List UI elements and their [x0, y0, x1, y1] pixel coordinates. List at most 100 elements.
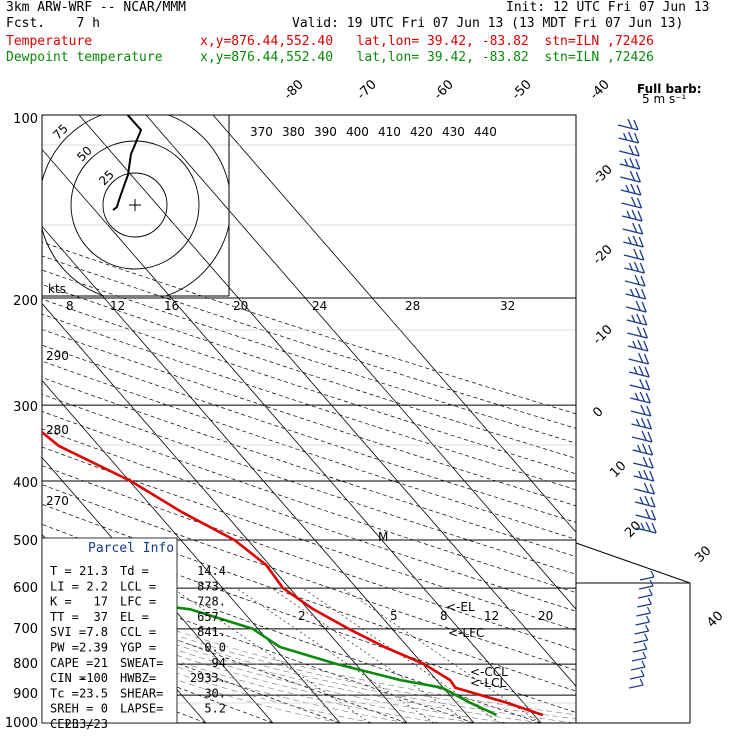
theta-label: 410 [378, 125, 401, 139]
parcel-info-box [41, 537, 178, 724]
wind-barb [626, 306, 647, 313]
parcel-info-value: 21.3 [79, 564, 108, 578]
parcel-info-value: HWBZ= [120, 671, 156, 685]
wind-barb-flag [647, 431, 653, 443]
parcel-info-value: 30. [204, 686, 226, 700]
pressure-tick-label: 600 [13, 581, 38, 596]
pressure-tick-label: 800 [13, 657, 38, 672]
wind-barb [633, 639, 648, 644]
level-marker: <-LCL [470, 676, 506, 690]
hodograph-ring-label: 25 [96, 167, 117, 188]
wind-speed-label: kts [48, 282, 66, 296]
wind-speed-label: 8 [66, 299, 74, 313]
sounding-series [42, 430, 544, 717]
isotherm-tick-label: -60 [431, 77, 457, 103]
wind-barb-flag [646, 606, 651, 614]
wind-barb [631, 423, 652, 430]
model-title: 3km ARW-WRF -- NCAR/MMM [6, 0, 187, 15]
wind-barb [635, 514, 656, 521]
wind-barb [636, 612, 651, 617]
wind-barb-flag [634, 145, 640, 157]
wind-barb [638, 594, 653, 599]
wind-barb [621, 215, 643, 222]
wind-barb-flag [645, 379, 651, 391]
wind-barb [632, 449, 653, 456]
temperature-line [42, 430, 544, 717]
wind-barb-flag [639, 678, 644, 686]
wind-barb-flag [635, 418, 641, 427]
wind-barb-flag [643, 469, 649, 480]
wind-barb-flag [651, 522, 657, 534]
wind-barb [627, 345, 649, 352]
mixing-ratio-label: 8 [440, 609, 448, 623]
forecast-hour: Fcst. 7 h [6, 16, 100, 31]
plot-frame [41, 114, 691, 724]
wind-barb-flag [642, 456, 648, 467]
isotherm-tick-label: 30 [692, 544, 714, 566]
wind-barb [639, 576, 655, 581]
parcel-info-value: 0.0 [204, 641, 226, 655]
wind-barb-flag [637, 352, 644, 363]
isotherm-line [42, 302, 408, 723]
wind-barb [618, 137, 639, 144]
parcel-info-value: YGP = [120, 641, 156, 655]
parcel-info-value: LI = [50, 579, 79, 593]
moist-adiabat [42, 578, 576, 720]
wind-barb-flag [636, 313, 642, 324]
wind-barb-flag [640, 417, 647, 428]
wind-barb-flag [628, 144, 634, 155]
wind-barb [619, 163, 640, 170]
wind-barb-flag [625, 184, 630, 193]
wind-barb-flag [647, 597, 652, 605]
parcel-info-value: 873. [197, 579, 226, 593]
dry-adiabat [42, 544, 542, 723]
temperature-coords: x,y=876.44,552.40 lat,lon= 39.42, -83.82… [200, 34, 654, 49]
wind-barb-flag [633, 248, 639, 259]
parcel-info-value: 233/23 [65, 717, 108, 731]
wind-barb [626, 319, 647, 326]
parcel-info-value: 14.4 [197, 564, 226, 578]
wind-barb-flag [636, 197, 643, 209]
wind-barb [635, 621, 650, 626]
parcel-info-value: CAPE = [50, 656, 93, 670]
hodograph-trace [112, 115, 143, 211]
wind-barb-flag [637, 210, 643, 222]
parcel-info-value: TT = [50, 610, 79, 624]
wind-barb-flag [649, 483, 655, 495]
parcel-info-value: -100 [79, 671, 108, 685]
wind-barb-flag [631, 209, 637, 220]
level-marker: <-LFC [448, 626, 484, 640]
wind-barb-flag [628, 262, 634, 271]
pressure-tick-label: 700 [13, 622, 38, 637]
isotherm-tick-label: 40 [704, 609, 726, 631]
wind-barb-flag [637, 339, 643, 350]
isotherm-tick-label: -10 [590, 322, 616, 348]
wind-barb-flag [630, 288, 635, 297]
wind-barb-flag [644, 508, 651, 519]
parcel-info-value: 17 [94, 595, 108, 609]
pressure-tick-label: 1000 [5, 716, 38, 731]
wind-barb-flag [646, 405, 652, 417]
parcel-info-value: 7.8 [86, 625, 108, 639]
wind-barb-flag [633, 261, 640, 272]
wind-barb [634, 501, 656, 508]
wind-barb-flag [645, 615, 651, 623]
moist-adiabat [42, 588, 542, 723]
wind-barb-flag [635, 300, 641, 311]
wind-barb-flag [642, 314, 648, 326]
parcel-info-value: PW = [50, 641, 79, 655]
mixing-ratio-label: 2 [298, 609, 306, 623]
wind-barb [620, 176, 641, 183]
isotherm-tick-label: -40 [587, 77, 613, 103]
wind-barb-flag [635, 287, 641, 298]
parcel-info-value: 0 [101, 702, 108, 716]
parcel-info-value: Td = [120, 564, 149, 578]
wind-speed-label: 20 [233, 299, 248, 313]
moist-adiabat [42, 603, 441, 723]
hodograph-ring-label: 75 [50, 121, 71, 142]
m-marker: M [378, 530, 388, 544]
wind-barb [638, 585, 654, 590]
parcel-info-value: 2.39 [79, 641, 108, 655]
wind-barb [634, 488, 655, 495]
parcel-info-value: LAPSE= [120, 702, 163, 716]
